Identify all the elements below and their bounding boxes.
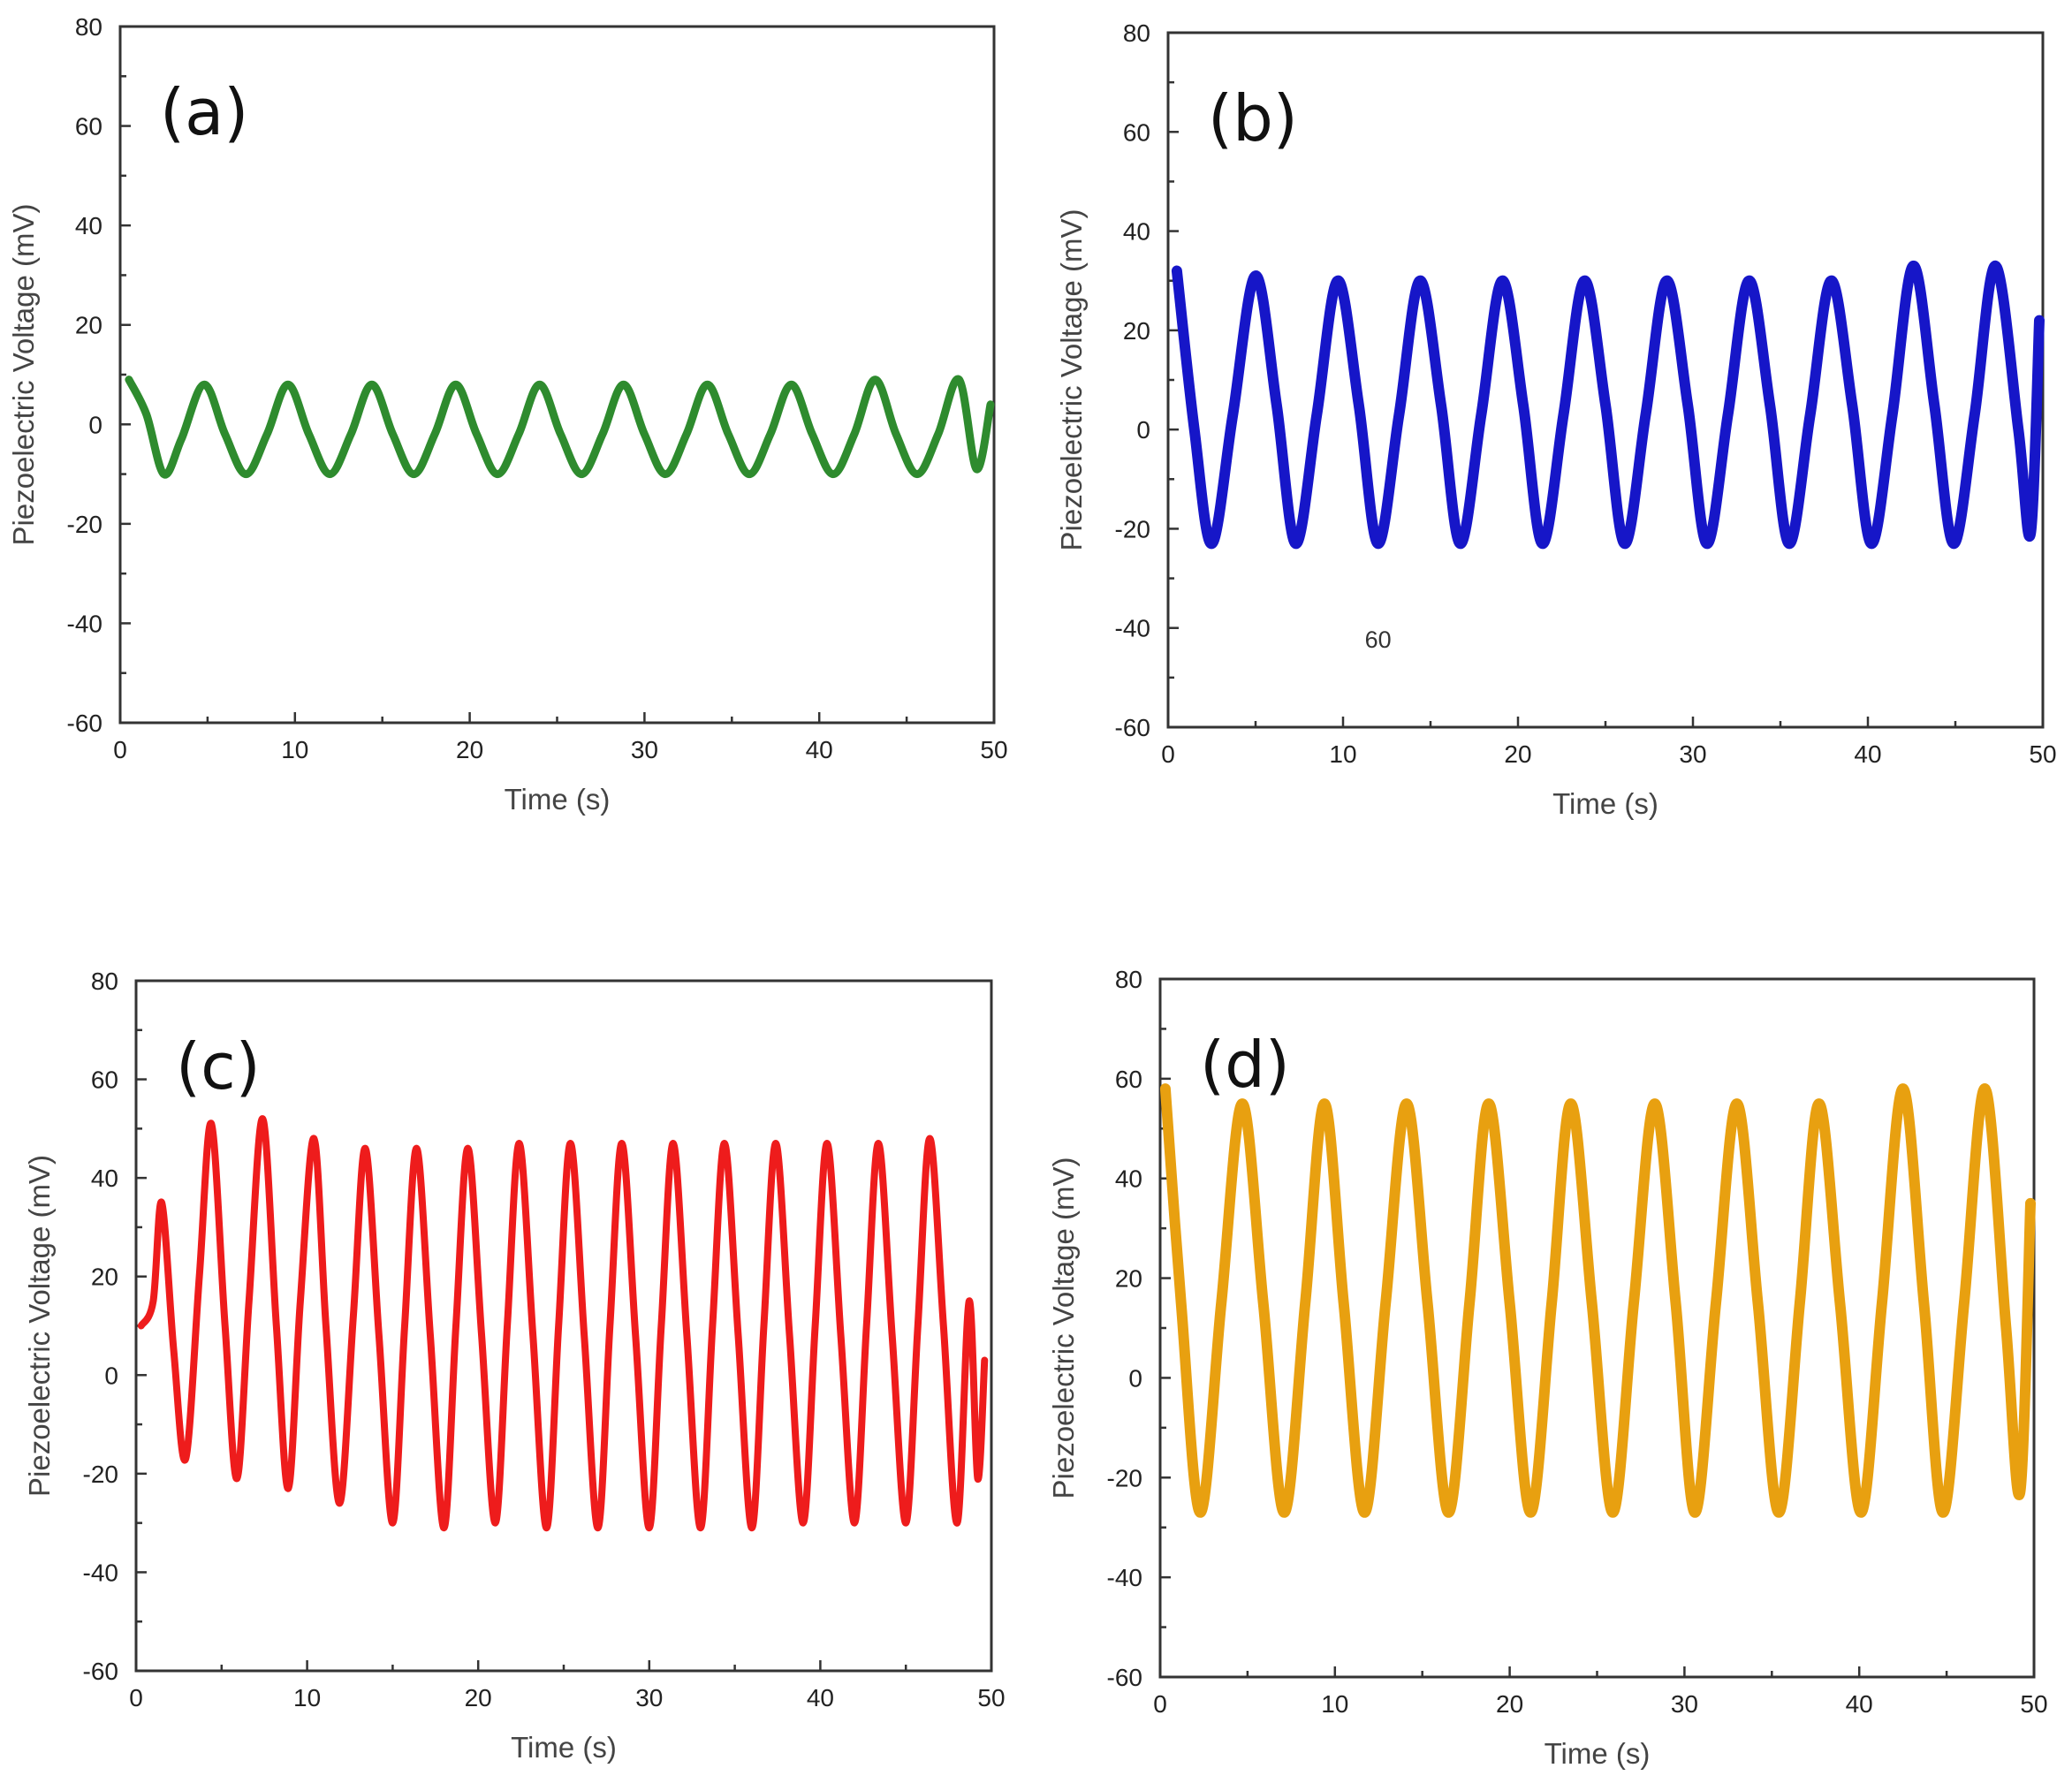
x-tick-label: 20 (1496, 1690, 1523, 1718)
y-tick-label: -20 (83, 1461, 118, 1488)
y-tick-label: -20 (67, 511, 102, 538)
y-tick-label: 20 (1123, 317, 1150, 345)
y-tick-label: 0 (1128, 1364, 1142, 1392)
stray-annotation: 60 (1365, 626, 1392, 653)
y-tick-label: 60 (75, 113, 102, 140)
series-line-b (1171, 260, 2045, 550)
y-tick-label: -60 (1107, 1664, 1142, 1691)
panel-label: (c) (176, 1029, 261, 1104)
series-line-a (125, 375, 995, 479)
y-tick-label: 40 (1123, 218, 1150, 246)
x-tick-label: 30 (635, 1684, 663, 1711)
x-tick-label: 50 (2029, 740, 2056, 768)
y-tick-label: -60 (83, 1658, 118, 1685)
x-tick-label: 40 (1854, 740, 1881, 768)
x-tick-label: 40 (806, 736, 833, 763)
x-tick-label: 10 (1321, 1690, 1348, 1718)
x-tick-label: 10 (1329, 740, 1356, 768)
y-tick-label: 20 (1115, 1265, 1142, 1293)
y-axis-title: Piezoelectric Voltage (mV) (1047, 1157, 1080, 1499)
x-tick-label: 20 (465, 1684, 492, 1711)
panel-d: 0 10 20 30 40 50 80 60 40 20 0 -20 -40 -60 Time (s) Pie… (1047, 966, 2048, 1770)
series-line-c (137, 1115, 989, 1532)
x-tick-label: 30 (1671, 1690, 1698, 1718)
y-tick-label: -40 (1107, 1564, 1142, 1591)
x-axis-title: Time (s) (1552, 787, 1658, 820)
y-tick-label: 60 (1123, 118, 1150, 146)
y-tick-label: -60 (1115, 714, 1150, 741)
x-tick-label: 20 (456, 736, 483, 763)
y-tick-label: 60 (91, 1066, 118, 1094)
x-tick-label: 30 (631, 736, 658, 763)
panel-label: (d) (1200, 1028, 1290, 1102)
y-axis-title: Piezoelectric Voltage (mV) (23, 1155, 56, 1497)
y-tick-label: -40 (67, 610, 102, 637)
panel-a: 0 10 20 30 40 50 80 60 40 20 0 -20 -40 -60 Time (s) Pie… (7, 13, 1008, 816)
plot-frame (118, 25, 996, 725)
y-tick-label: 0 (1136, 416, 1150, 444)
y-tick-label: -60 (67, 710, 102, 737)
x-tick-label: 0 (129, 1684, 143, 1711)
x-tick-label: 10 (281, 736, 308, 763)
y-tick-label: 40 (91, 1165, 118, 1192)
y-axis-title: Piezoelectric Voltage (mV) (1055, 209, 1088, 551)
panel-label: (b) (1208, 81, 1298, 156)
y-tick-label: 40 (75, 212, 102, 239)
panel-c: 0 10 20 30 40 50 80 60 40 20 0 -20 -40 -60 Time (s) Pie… (23, 968, 1006, 1764)
y-tick-label: -20 (1107, 1464, 1142, 1491)
y-tick-label: 80 (75, 13, 102, 41)
x-axis-title: Time (s) (505, 783, 611, 816)
y-tick-label: -40 (1115, 615, 1150, 642)
y-tick-label: 80 (91, 968, 118, 995)
y-tick-label: 20 (91, 1264, 118, 1291)
x-axis-title: Time (s) (511, 1731, 617, 1764)
panel-b: 0 10 20 30 40 50 80 60 40 20 0 -20 -40 -60 Time (s) Pie… (1055, 19, 2057, 820)
y-axis-title: Piezoelectric Voltage (mV) (7, 204, 40, 546)
x-axis-title: Time (s) (1545, 1737, 1651, 1770)
x-tick-label: 0 (113, 736, 127, 763)
x-tick-label: 20 (1504, 740, 1531, 768)
x-tick-label: 0 (1153, 1690, 1167, 1718)
x-tick-label: 10 (293, 1684, 321, 1711)
y-tick-label: -20 (1115, 515, 1150, 543)
x-tick-label: 50 (977, 1684, 1005, 1711)
x-tick-label: 50 (980, 736, 1007, 763)
x-tick-label: 50 (2020, 1690, 2047, 1718)
y-tick-label: -40 (83, 1559, 118, 1586)
x-tick-label: 40 (807, 1684, 834, 1711)
y-tick-label: 60 (1115, 1066, 1142, 1093)
panel-label: (a) (160, 75, 248, 149)
series-line-d (1159, 1083, 2036, 1518)
y-tick-label: 20 (75, 312, 102, 339)
y-tick-label: 40 (1115, 1165, 1142, 1193)
y-tick-label: 80 (1115, 966, 1142, 993)
x-tick-label: 30 (1679, 740, 1706, 768)
y-tick-label: 0 (88, 411, 102, 438)
x-tick-label: 40 (1846, 1690, 1873, 1718)
x-tick-label: 0 (1161, 740, 1175, 768)
y-tick-label: 80 (1123, 19, 1150, 47)
y-tick-label: 0 (104, 1362, 118, 1389)
